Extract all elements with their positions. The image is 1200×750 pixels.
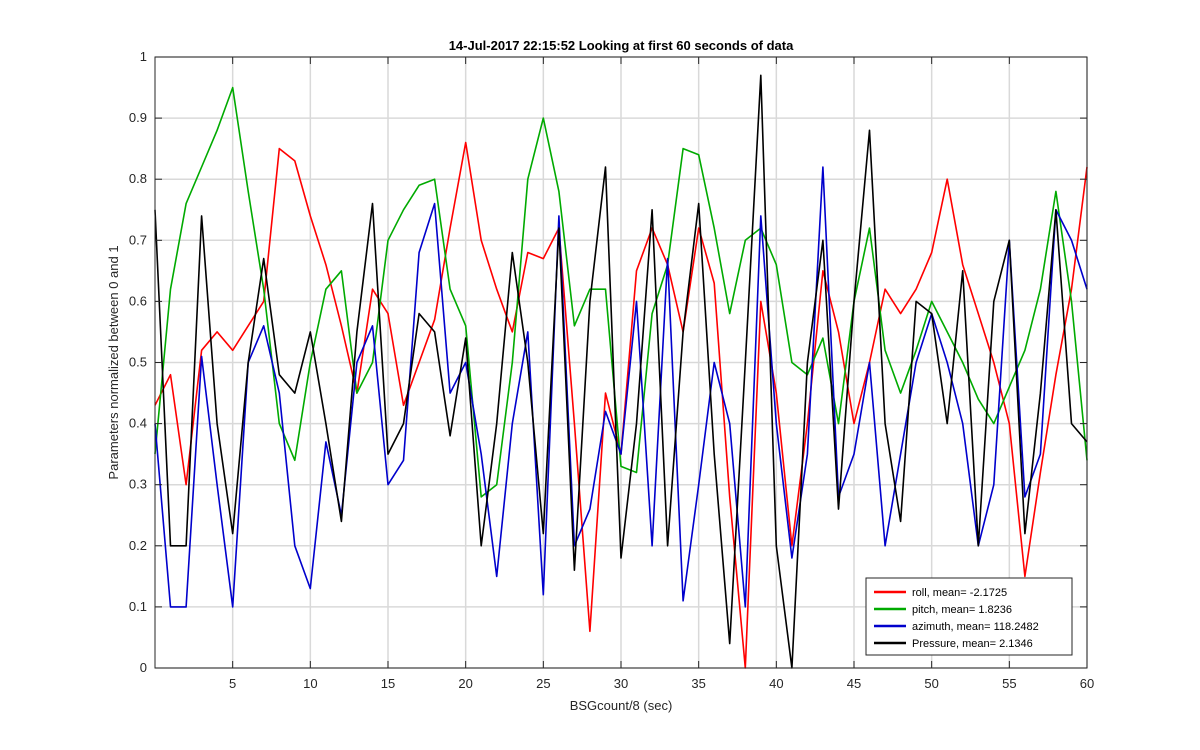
x-tick-label: 15 bbox=[381, 676, 395, 691]
x-tick-label: 60 bbox=[1080, 676, 1094, 691]
x-tick-label: 20 bbox=[458, 676, 472, 691]
x-tick-label: 10 bbox=[303, 676, 317, 691]
y-tick-label: 0.6 bbox=[129, 293, 147, 308]
y-tick-label: 0 bbox=[140, 660, 147, 675]
x-tick-label: 40 bbox=[769, 676, 783, 691]
legend-entry-label: azimuth, mean= 118.2482 bbox=[912, 621, 1039, 633]
y-tick-label: 0.4 bbox=[129, 416, 147, 431]
series-layer bbox=[154, 74, 1088, 669]
y-tick-label: 0.8 bbox=[129, 171, 147, 186]
x-tick-label: 5 bbox=[229, 676, 236, 691]
legend-entry-label: roll, mean= -2.1725 bbox=[912, 587, 1007, 599]
legend-entry-label: pitch, mean= 1.8236 bbox=[912, 604, 1012, 616]
chart-title: 14-Jul-2017 22:15:52 Looking at first 60… bbox=[449, 38, 794, 53]
x-axis-label: BSGcount/8 (sec) bbox=[570, 698, 673, 713]
legend-entry-label: Pressure, mean= 2.1346 bbox=[912, 638, 1033, 650]
y-tick-label: 0.3 bbox=[129, 477, 147, 492]
x-tick-label: 45 bbox=[847, 676, 861, 691]
x-tick-label: 35 bbox=[691, 676, 705, 691]
x-tick-label: 55 bbox=[1002, 676, 1016, 691]
x-tick-label: 30 bbox=[614, 676, 628, 691]
series-line-pitch bbox=[154, 86, 1088, 498]
y-tick-label: 0.5 bbox=[129, 355, 147, 370]
x-tick-label: 50 bbox=[924, 676, 938, 691]
axis-ticks: 5 10 15 20 25 30 35 40 45 50 55 60 0 0.1 0.2 0.3 0.4 0.5 0… bbox=[129, 49, 1094, 691]
x-tick-label: 25 bbox=[536, 676, 550, 691]
series-line-pressure bbox=[154, 74, 1088, 669]
y-axis-label: Parameters normalized between 0 and 1 bbox=[106, 245, 121, 479]
legend: roll, mean= -2.1725 pitch, mean= 1.8236 az… bbox=[865, 577, 1073, 656]
y-tick-label: 0.1 bbox=[129, 599, 147, 614]
y-tick-label: 0.9 bbox=[129, 110, 147, 125]
y-tick-label: 0.7 bbox=[129, 232, 147, 247]
y-tick-label: 1 bbox=[140, 49, 147, 64]
y-tick-label: 0.2 bbox=[129, 538, 147, 553]
